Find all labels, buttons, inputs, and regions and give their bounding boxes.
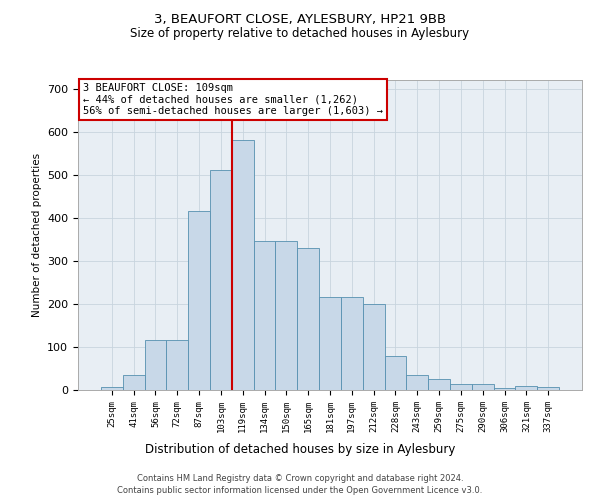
Bar [537, 386, 559, 390]
Bar [232, 140, 254, 390]
Bar [254, 242, 275, 390]
Y-axis label: Number of detached properties: Number of detached properties [32, 153, 41, 317]
Bar [406, 375, 428, 390]
Text: 3, BEAUFORT CLOSE, AYLESBURY, HP21 9BB: 3, BEAUFORT CLOSE, AYLESBURY, HP21 9BB [154, 12, 446, 26]
Bar [428, 379, 450, 390]
Bar [450, 384, 472, 390]
Text: Contains HM Land Registry data © Crown copyright and database right 2024.
Contai: Contains HM Land Registry data © Crown c… [118, 474, 482, 495]
Bar [188, 212, 210, 390]
Bar [494, 388, 515, 390]
Bar [341, 298, 363, 390]
Bar [145, 340, 166, 390]
Bar [275, 242, 297, 390]
Bar [210, 170, 232, 390]
Bar [166, 340, 188, 390]
Bar [363, 304, 385, 390]
Bar [297, 248, 319, 390]
Bar [319, 298, 341, 390]
Text: Distribution of detached houses by size in Aylesbury: Distribution of detached houses by size … [145, 442, 455, 456]
Bar [385, 356, 406, 390]
Text: 3 BEAUFORT CLOSE: 109sqm
← 44% of detached houses are smaller (1,262)
56% of sem: 3 BEAUFORT CLOSE: 109sqm ← 44% of detach… [83, 83, 383, 116]
Bar [123, 375, 145, 390]
Bar [101, 386, 123, 390]
Bar [472, 384, 494, 390]
Bar [515, 386, 537, 390]
Text: Size of property relative to detached houses in Aylesbury: Size of property relative to detached ho… [130, 28, 470, 40]
